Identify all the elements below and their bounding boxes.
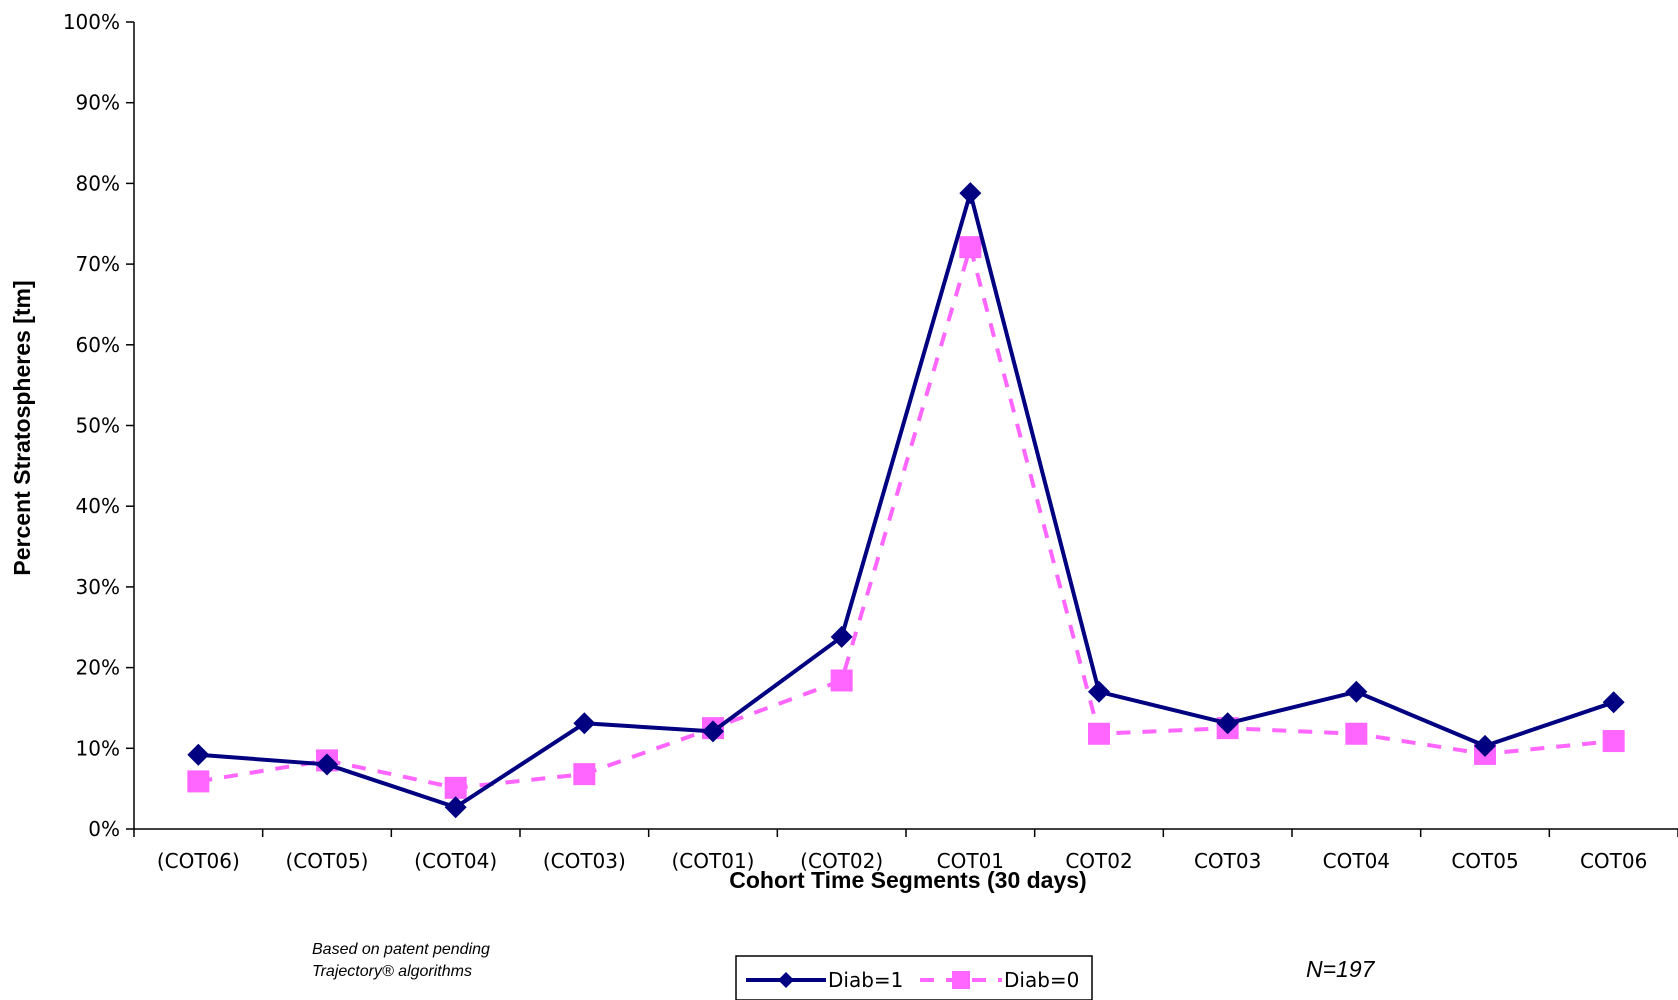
series-layer [187, 182, 1625, 819]
axes: 0% 10% 20% 30% 40% 50% 60% 70% 80% 90% 100% (COT06)… [63, 10, 1678, 873]
data-point-diab-0 [187, 770, 210, 793]
legend-marker-diab0 [952, 971, 970, 989]
x-tick-label: COT05 [1451, 849, 1518, 873]
data-point-diab-1 [1216, 712, 1239, 735]
legend-label-diab0: Diab=0 [1004, 968, 1079, 992]
x-tick-label: (COT05) [286, 849, 369, 873]
y-tick-label: 0% [88, 817, 120, 841]
legend-label-diab1: Diab=1 [828, 968, 903, 992]
y-tick-label: 50% [76, 414, 120, 438]
legend-marker-diab1 [778, 972, 794, 988]
y-tick-label: 60% [76, 333, 120, 357]
x-tick-label: COT02 [1065, 849, 1132, 873]
patent-note-line1: Based on patent pending [312, 941, 490, 958]
y-tick-label: 90% [76, 91, 120, 115]
y-tick-label: 70% [76, 252, 120, 276]
y-tick-label: 40% [76, 494, 120, 518]
data-point-diab-1 [1345, 680, 1368, 703]
data-point-diab-0 [1602, 730, 1625, 753]
series-line-diab-0 [198, 245, 1614, 790]
series-line-diab-1 [198, 191, 1615, 810]
data-point-diab-0 [573, 763, 596, 786]
x-tick-label: (COT06) [157, 849, 240, 873]
data-point-diab-1 [316, 753, 338, 776]
x-tick-label: COT01 [937, 849, 1004, 873]
x-tick-label: COT03 [1194, 849, 1261, 873]
x-tick-label: (COT04) [414, 849, 497, 873]
y-tick-label: 80% [76, 171, 120, 195]
y-tick-label: 30% [76, 575, 120, 599]
data-point-diab-0 [959, 236, 982, 259]
x-tick-label: (COT03) [543, 849, 626, 873]
x-tick-label: COT06 [1580, 849, 1647, 873]
data-point-diab-1 [1474, 734, 1496, 757]
x-axis-title: Cohort Time Segments (30 days) [729, 867, 1086, 893]
data-point-diab-1 [959, 182, 982, 205]
x-tick-label: (COT02) [800, 849, 883, 873]
data-point-diab-1 [573, 712, 596, 735]
y-tick-label: 100% [63, 10, 120, 34]
legend: Diab=1 Diab=0 [735, 955, 1093, 1000]
data-point-diab-1 [702, 720, 724, 743]
data-point-diab-1 [444, 796, 467, 819]
x-tick-label: COT04 [1323, 849, 1390, 873]
data-point-diab-0 [830, 669, 853, 692]
data-point-diab-1 [187, 743, 210, 766]
patent-note-line2: Trajectory® algorithms [312, 963, 472, 980]
y-tick-label: 20% [76, 656, 120, 680]
y-tick-label: 10% [76, 736, 120, 760]
sample-size-label: N=197 [1306, 956, 1376, 982]
data-point-diab-1 [830, 625, 853, 648]
data-point-diab-0 [444, 776, 467, 799]
data-point-diab-1 [1088, 680, 1110, 703]
data-point-diab-1 [1602, 691, 1625, 714]
series-diab-1 [187, 182, 1625, 819]
x-tick-label: (COT01) [672, 849, 755, 873]
data-point-diab-0 [1345, 722, 1368, 745]
data-point-diab-0 [1088, 722, 1110, 745]
y-axis-title: Percent Stratospheres [tm] [9, 280, 35, 575]
